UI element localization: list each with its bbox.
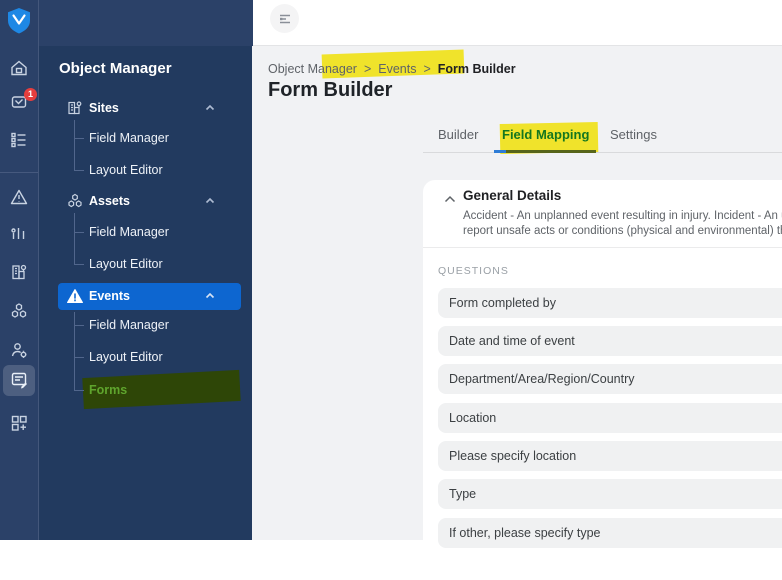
question-row[interactable]: Department/Area/Region/Country (438, 364, 782, 394)
sidebar-item-sites-field-manager[interactable]: Field Manager (89, 131, 169, 145)
sidebar-item-assets-layout-editor[interactable]: Layout Editor (89, 257, 163, 271)
forms-icon[interactable] (0, 365, 38, 395)
sidebar-item-label: Events (89, 289, 130, 303)
selected-item-background (58, 283, 241, 310)
page-title: Form Builder (268, 79, 393, 101)
chevron-up-icon[interactable] (204, 102, 216, 114)
breadcrumb-separator: > (423, 62, 431, 76)
vatix-logo[interactable] (0, 6, 38, 36)
tree-connector (74, 213, 75, 264)
sidebar-item-events-field-manager[interactable]: Field Manager (89, 318, 169, 332)
sidebar-item-assets[interactable]: Assets (39, 189, 253, 213)
question-row[interactable]: Date and time of event (438, 326, 782, 356)
users-icon[interactable] (0, 335, 38, 365)
question-row[interactable]: Type (438, 479, 782, 509)
tree-connector (74, 390, 84, 391)
sidebar-item-sites[interactable]: Sites (39, 96, 253, 120)
sidebar-toggle-button[interactable] (270, 4, 299, 33)
card-divider (423, 247, 782, 248)
general-details-card: General Details Accident - An unplanned … (423, 180, 782, 580)
home-icon[interactable] (0, 53, 38, 83)
tree-connector (74, 357, 84, 358)
device-icon[interactable] (0, 87, 38, 117)
assets-cubes-icon[interactable] (0, 296, 38, 326)
tree-connector (74, 264, 84, 265)
incident-triangle-icon[interactable] (0, 182, 38, 212)
tab-settings[interactable]: Settings (610, 127, 657, 142)
sidebar-item-events[interactable]: Events (39, 284, 253, 308)
tab-builder[interactable]: Builder (438, 127, 479, 142)
rail-divider (0, 172, 38, 173)
tree-connector (74, 232, 84, 233)
sidebar-item-assets-field-manager[interactable]: Field Manager (89, 225, 169, 239)
section-title: General Details (463, 188, 562, 203)
sites-building-icon[interactable] (0, 257, 38, 287)
question-row[interactable]: Form completed by (438, 288, 782, 318)
breadcrumb-form-builder: Form Builder (437, 62, 516, 76)
object-manager-sidebar: Object Manager Sites Field Manager Layou… (38, 0, 253, 540)
breadcrumb-object-manager[interactable]: Object Manager (268, 62, 357, 76)
question-row[interactable]: Location (438, 403, 782, 433)
section-description-line2: report unsafe acts or conditions (physic… (463, 225, 782, 237)
question-row[interactable]: Please specify location (438, 441, 782, 471)
tree-connector (74, 138, 84, 139)
menu-toggle-icon (279, 14, 290, 23)
sidebar-item-label: Assets (89, 194, 130, 208)
sidebar-item-events-layout-editor[interactable]: Layout Editor (89, 350, 163, 364)
icon-rail: 1 (0, 0, 38, 540)
sidebar-item-label: Sites (89, 101, 119, 115)
tree-connector (74, 325, 84, 326)
top-bar (252, 0, 782, 46)
sites-building-icon (68, 101, 82, 115)
assets-cubes-icon (68, 193, 82, 208)
tree-connector (74, 312, 75, 390)
chevron-up-icon[interactable] (204, 195, 216, 207)
question-row[interactable]: If other, please specify type (438, 518, 782, 548)
apps-grid-icon[interactable] (0, 408, 38, 438)
breadcrumb: Object Manager > Events > Form Builder (268, 62, 516, 76)
breadcrumb-events[interactable]: Events (378, 62, 417, 76)
sidebar-item-sites-layout-editor[interactable]: Layout Editor (89, 163, 163, 177)
active-tab-indicator-highlighted (506, 150, 596, 153)
notification-badge: 1 (24, 88, 37, 101)
sidebar-title: Object Manager (59, 60, 172, 77)
tree-connector (74, 170, 84, 171)
tree-connector (74, 120, 75, 170)
section-description-line1: Accident - An unplanned event resulting … (463, 210, 782, 222)
tabs-divider (423, 152, 782, 153)
chevron-up-icon[interactable] (204, 290, 216, 302)
breadcrumb-separator: > (363, 62, 372, 76)
tab-field-mapping[interactable]: Field Mapping (502, 127, 590, 142)
sidebar-top-strip (39, 0, 253, 46)
active-tab-indicator (494, 150, 506, 153)
collapse-chevron-icon[interactable] (444, 195, 456, 203)
sidebar-item-events-forms[interactable]: Forms (89, 383, 128, 397)
content-area: Object Manager > Events > Form Builder Form … (252, 46, 782, 580)
task-list-icon[interactable] (0, 125, 38, 155)
analytics-icon[interactable] (0, 218, 38, 248)
events-triangle-icon (67, 289, 83, 303)
shield-logo-icon (8, 8, 30, 34)
main-area: Object Manager > Events > Form Builder Form … (252, 0, 782, 580)
questions-label: QUESTIONS (438, 265, 509, 277)
